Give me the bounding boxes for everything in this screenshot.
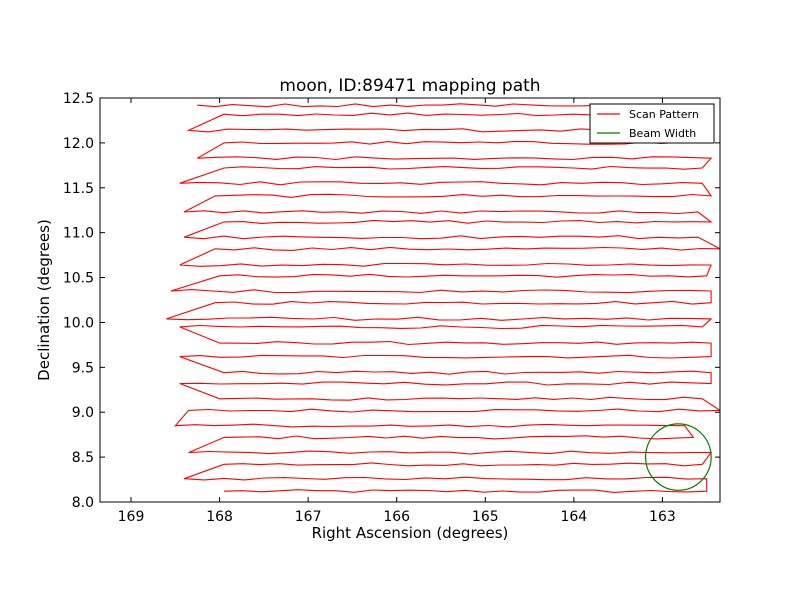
y-tick-label: 8.5 (72, 450, 94, 466)
x-axis-ticks: 169 168 167 166 165 164 163 (118, 98, 676, 525)
legend: Scan Pattern Beam Width (589, 103, 715, 144)
y-axis-label: Declination (degrees) (35, 219, 53, 381)
plot-frame (99, 97, 721, 503)
legend-label-beam-width: Beam Width (629, 127, 696, 140)
x-tick-label: 165 (472, 509, 499, 525)
legend-box (589, 103, 715, 144)
series-beam-width (644, 423, 712, 491)
y-tick-label: 9.5 (72, 360, 94, 376)
y-tick-label: 11.5 (63, 181, 94, 197)
x-tick-label: 168 (206, 509, 233, 525)
x-tick-label: 163 (649, 509, 676, 525)
y-tick-label: 10.5 (63, 271, 94, 287)
plot-data-area (166, 103, 720, 493)
x-axis-label: Right Ascension (degrees) (312, 524, 509, 542)
y-tick-label: 12.5 (63, 91, 94, 107)
x-tick-label: 169 (118, 509, 145, 525)
y-tick-label: 8.0 (72, 495, 94, 511)
y-axis-ticks: 8.0 8.5 9.0 9.5 10.0 10.5 11.0 11.5 12.0 12.5 (63, 91, 720, 511)
series-scan-pattern (166, 103, 720, 493)
legend-label-scan-pattern: Scan Pattern (629, 108, 699, 121)
x-tick-label: 167 (295, 509, 322, 525)
y-tick-label: 11.0 (63, 226, 94, 242)
y-tick-label: 10.0 (63, 315, 94, 331)
x-tick-label: 164 (560, 509, 587, 525)
x-tick-label: 166 (383, 509, 410, 525)
chart-title: moon, ID:89471 mapping path (279, 76, 540, 96)
y-tick-label: 12.0 (63, 136, 94, 152)
y-tick-label: 9.0 (72, 405, 94, 421)
